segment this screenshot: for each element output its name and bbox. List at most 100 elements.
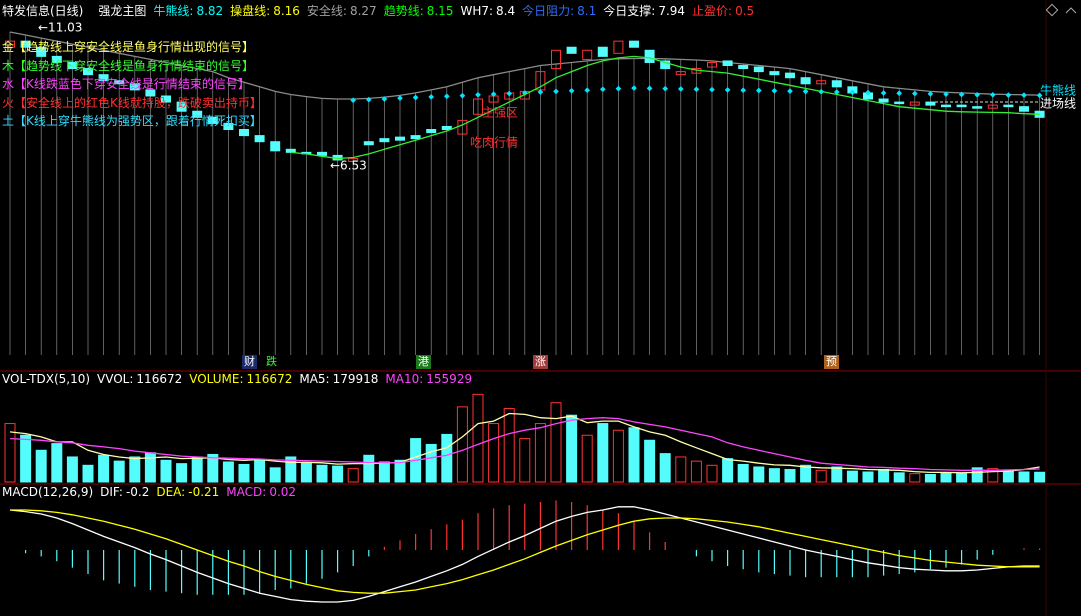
dot xyxy=(428,94,435,100)
candle xyxy=(98,74,109,82)
dot xyxy=(771,87,778,94)
annotation: ←11.03 xyxy=(38,21,82,35)
volume-bar xyxy=(332,465,344,483)
dot xyxy=(802,88,809,95)
candle xyxy=(1019,106,1029,112)
volume-ma xyxy=(9,417,1040,471)
volume-bar xyxy=(51,443,63,483)
candle xyxy=(785,72,795,79)
volume-bar xyxy=(862,471,874,483)
candle xyxy=(660,60,671,70)
volume-bar xyxy=(909,473,921,483)
note: 水【K线跌蓝色下穿安全线是行情结束的信号】 xyxy=(2,77,250,91)
volume-bar xyxy=(644,439,656,483)
note: 金【趋势线上穿安全线是鱼身行情出现的信号】 xyxy=(2,40,255,54)
volume-bar xyxy=(316,464,328,483)
volume-bar xyxy=(176,463,188,483)
volume-bar xyxy=(82,464,94,483)
tag: 涨 xyxy=(533,355,548,369)
volume-bar xyxy=(269,467,281,483)
dot xyxy=(958,91,965,98)
candle xyxy=(738,65,749,70)
volume-bar xyxy=(566,414,578,483)
candle xyxy=(192,110,203,118)
volume-bar xyxy=(1034,471,1046,483)
dot xyxy=(646,85,653,92)
stat-label: MA5: xyxy=(299,372,330,386)
candle xyxy=(769,71,780,76)
volume-ma xyxy=(9,412,1040,474)
stat-label: 今日阻力: xyxy=(522,4,575,18)
volume-bar xyxy=(113,460,125,483)
dot xyxy=(724,87,731,93)
stat-value: 179918 xyxy=(332,372,379,386)
candle xyxy=(67,61,78,70)
dot xyxy=(709,86,715,93)
stat-value: 0.02 xyxy=(269,485,297,499)
candle xyxy=(707,61,717,68)
candle xyxy=(753,66,764,73)
volume-bar xyxy=(300,462,312,483)
volume-bar xyxy=(815,469,827,483)
notes: 金【趋势线上穿安全线是鱼身行情出现的信号】 木【趋势线下穿安全线是鱼身行情结束的信… xyxy=(2,38,262,131)
candle xyxy=(582,49,593,60)
dot xyxy=(1021,92,1027,98)
stat-label: 牛熊线: xyxy=(153,4,194,18)
stat-value: 7.94 xyxy=(658,4,686,18)
stat: 止盈价: 0.5 xyxy=(692,3,754,19)
stat-label: 操盘线: xyxy=(230,4,271,18)
candle xyxy=(629,40,639,48)
volume-bar xyxy=(753,466,765,483)
stat-label: WH7: xyxy=(460,4,494,18)
volume-bar xyxy=(35,449,47,483)
volume-bar xyxy=(285,456,297,483)
dot xyxy=(927,91,934,97)
stat-label: DIF: xyxy=(100,485,123,499)
volume-bar xyxy=(893,472,905,483)
stat-label: 安全线: xyxy=(306,4,347,18)
dot xyxy=(896,90,903,97)
stat: VOLUME: 116672 xyxy=(189,371,292,387)
candle xyxy=(223,122,234,131)
volume-bar xyxy=(956,473,968,483)
toolbar-icon[interactable] xyxy=(1045,3,1059,17)
safe-curve xyxy=(9,31,1040,100)
volume-bar xyxy=(425,443,437,483)
note: 土【K线上穿牛熊线为强势区，跟着行情死扣买】 xyxy=(2,114,262,128)
volume-bar xyxy=(456,406,468,483)
volume-bar xyxy=(675,456,687,483)
stat: 牛熊线: 8.82 xyxy=(153,3,223,19)
volume-bar xyxy=(768,468,780,483)
dot xyxy=(553,88,559,95)
candle xyxy=(36,46,47,57)
candle xyxy=(379,138,390,143)
volume-bar xyxy=(628,427,640,483)
dot xyxy=(365,96,372,103)
stat-value: -0.2 xyxy=(125,485,150,499)
header: 特发信息(日线) 强龙主图 牛熊线: 8.82 操盘线: 8.16 安全线: 8.27 趋势… xyxy=(2,3,754,19)
annotation: 进场线 xyxy=(1040,97,1076,111)
dot xyxy=(381,96,388,102)
stat: MA5: 179918 xyxy=(299,371,378,387)
stat-label: VVOL: xyxy=(97,372,134,386)
candle xyxy=(161,95,171,103)
volume-bar xyxy=(488,423,500,483)
candle xyxy=(644,49,655,63)
candle xyxy=(722,60,733,67)
annotation: 吃肉行情 xyxy=(470,136,518,150)
volume-bar xyxy=(394,459,406,483)
candle xyxy=(816,80,827,85)
collapse-icon[interactable] xyxy=(1065,7,1077,14)
candle xyxy=(473,98,483,115)
dot xyxy=(693,86,700,93)
volume-bar xyxy=(503,408,515,483)
volume-bar xyxy=(706,464,718,483)
candle xyxy=(613,40,624,54)
candle xyxy=(426,129,437,134)
dot xyxy=(787,88,793,94)
candle xyxy=(925,101,936,106)
panel-title: MACD(12,26,9) xyxy=(2,485,94,499)
volume-bar xyxy=(659,453,671,483)
annotation: ←6.53 xyxy=(330,159,367,173)
